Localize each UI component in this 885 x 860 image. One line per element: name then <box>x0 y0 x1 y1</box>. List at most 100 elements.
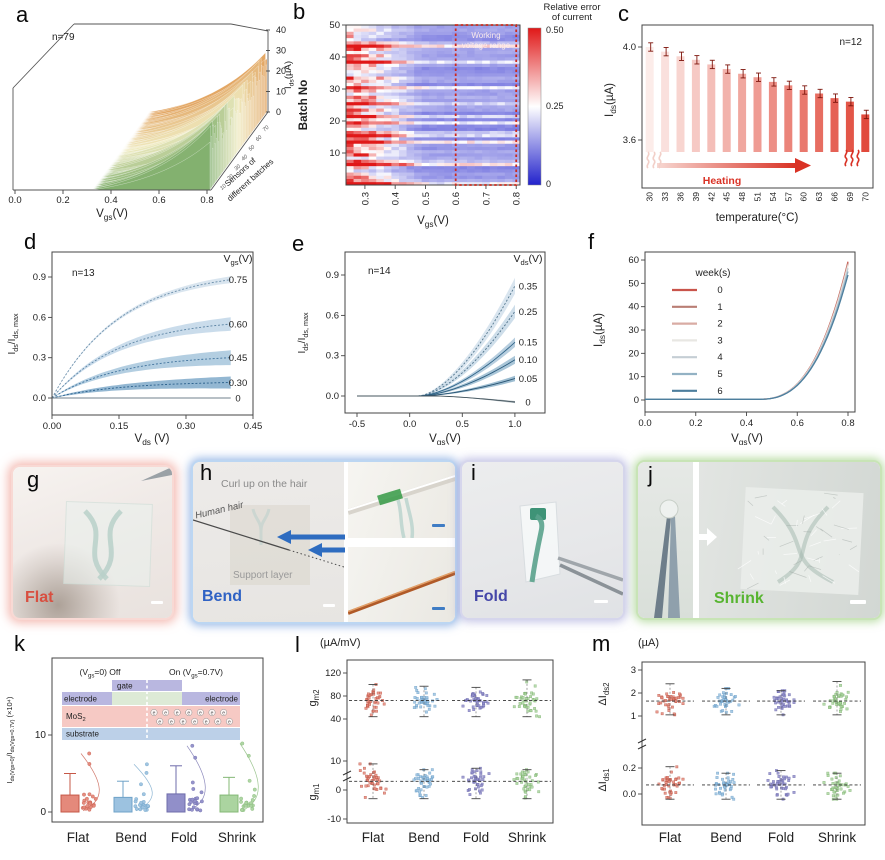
svg-text:of current: of current <box>552 12 592 23</box>
tweezers-icon <box>559 563 623 596</box>
panel-label-k: k <box>14 631 25 656</box>
human-hair-line-dotted <box>288 549 344 568</box>
svg-text:0.6: 0.6 <box>791 418 804 429</box>
svg-text:3: 3 <box>717 335 722 346</box>
svg-text:10: 10 <box>276 87 286 97</box>
series <box>645 261 849 400</box>
svg-text:electrode: electrode <box>64 695 97 704</box>
svg-text:20: 20 <box>329 116 340 127</box>
arrow-right-icon <box>698 534 707 540</box>
svg-text:e: e <box>158 720 161 726</box>
svg-text:0: 0 <box>717 285 722 296</box>
shrink-photo-art <box>654 486 864 618</box>
svg-text:temperature(°C): temperature(°C) <box>716 212 799 224</box>
svg-text:0.0: 0.0 <box>403 419 416 430</box>
axes: 3.6 4.0 Ids(µA) 30 33 36 39 42 45 48 51 54 57 60 63 66 6… <box>604 24 874 224</box>
svg-text:e: e <box>182 720 185 726</box>
svg-text:0.30: 0.30 <box>177 421 196 432</box>
svg-text:60: 60 <box>628 255 639 266</box>
device-green-pad <box>530 508 546 520</box>
svg-text:Fold: Fold <box>768 830 794 845</box>
tweezers-icon <box>654 516 671 618</box>
bend-main-art <box>193 508 344 568</box>
photo-letter-g: g <box>27 467 40 492</box>
panel-a: 0.0 0.2 0.4 0.6 0.8 Vgs(V) 0 10 20 30 40 Ids(µA) 10 2… <box>0 0 295 230</box>
flat-device-photo-art <box>13 467 172 618</box>
svg-text:Vgs(V): Vgs(V) <box>96 208 128 222</box>
axes: (µA/mV) 40 80 120 10 0 -10 gm2 gm1 Flat Bend Fold Sh… <box>307 637 554 845</box>
scale-bar <box>850 600 866 604</box>
support-layer-label: Support layer <box>233 570 293 581</box>
chart-a-3d-waterfall: 0.0 0.2 0.4 0.6 0.8Vgs(V)010203040Ids(µA)102… <box>8 23 295 222</box>
svg-text:0.8: 0.8 <box>841 418 854 429</box>
fiber-highlight <box>348 475 455 511</box>
svg-text:30: 30 <box>276 46 286 56</box>
svg-text:0.8: 0.8 <box>512 192 523 205</box>
panel-l: (µA/mV) 40 80 120 10 0 -10 gm2 gm1 Flat Bend Fold Sh… <box>290 630 590 860</box>
svg-text:42: 42 <box>706 192 716 202</box>
svg-text:Bend: Bend <box>408 830 440 845</box>
svg-text:4.0: 4.0 <box>623 42 636 53</box>
scale-bar <box>323 604 335 607</box>
svg-text:40: 40 <box>276 25 286 35</box>
device-green-strip <box>529 513 545 583</box>
svg-text:Ids/Ids, max: Ids/Ids, max <box>297 312 310 354</box>
panel-label-d: d <box>24 229 37 254</box>
svg-text:0.9: 0.9 <box>33 272 46 283</box>
svg-text:0.7: 0.7 <box>481 192 492 205</box>
svg-text:0.50: 0.50 <box>546 25 564 35</box>
svg-text:e: e <box>187 711 190 717</box>
jitter-clouds <box>646 681 861 801</box>
svg-text:0.4: 0.4 <box>391 192 402 205</box>
photo-flat: g Flat <box>13 467 172 618</box>
svg-text:0.3: 0.3 <box>360 192 371 205</box>
svg-text:(Vgs=0) Off: (Vgs=0) Off <box>79 667 121 679</box>
curled-device <box>377 488 403 506</box>
axes: 0.0 0.3 0.6 0.9 0.00 0.15 0.30 0.45 Vds (V) Ids/I… <box>7 251 262 445</box>
svg-text:0.0: 0.0 <box>326 391 339 402</box>
svg-text:1.0: 1.0 <box>508 419 521 430</box>
svg-text:0: 0 <box>634 395 639 406</box>
svg-text:40: 40 <box>628 302 639 313</box>
svg-text:0.15: 0.15 <box>110 421 129 432</box>
fiber-highlight <box>348 570 455 613</box>
svg-text:30: 30 <box>233 163 242 172</box>
svg-text:20: 20 <box>226 173 236 183</box>
bend-main-photo <box>193 462 344 622</box>
human-hair-line <box>193 519 290 551</box>
svg-text:ΔIds1: ΔIds1 <box>597 768 611 791</box>
svg-text:0.0: 0.0 <box>623 789 636 800</box>
svg-text:40: 40 <box>330 714 341 725</box>
svg-text:0.4: 0.4 <box>740 418 753 429</box>
svg-text:Vgs(V): Vgs(V) <box>429 433 461 445</box>
svg-text:Shrink: Shrink <box>508 830 547 845</box>
svg-text:-10: -10 <box>327 814 341 825</box>
device-trace <box>396 499 406 538</box>
svg-text:Flat: Flat <box>67 830 90 845</box>
tweezers-icon <box>668 516 680 618</box>
svg-text:0.60: 0.60 <box>229 320 248 331</box>
scale-bar-blue <box>432 524 445 527</box>
svg-text:0.0: 0.0 <box>638 418 651 429</box>
svg-text:0.6: 0.6 <box>152 195 165 206</box>
svg-text:66: 66 <box>830 192 840 202</box>
tweezers-icon <box>557 556 623 582</box>
chart-l-transconductance: (µA/mV) 40 80 120 10 0 -10 gm2 gm1 Flat Bend Fold Sh… <box>307 637 554 845</box>
svg-text:60: 60 <box>799 192 809 202</box>
chart-m-delta-current: (µA) 1 2 3 0.0 0.2 ΔIds2 ΔIds1 Flat Bend Fold Shrin… <box>597 637 866 845</box>
working-voltage-range-box <box>454 24 518 186</box>
svg-text:Fold: Fold <box>171 830 197 845</box>
device-trace <box>404 497 415 538</box>
svg-text:0.25: 0.25 <box>519 307 538 318</box>
svg-text:e: e <box>170 720 173 726</box>
photo-letter-i: i <box>471 462 476 485</box>
svg-text:10: 10 <box>330 756 341 767</box>
svg-text:(µA): (µA) <box>638 637 659 649</box>
scale-bar <box>151 601 163 604</box>
svg-text:0.15: 0.15 <box>519 338 538 349</box>
support-layer-film <box>230 505 310 585</box>
svg-text:0.2: 0.2 <box>623 763 636 774</box>
svg-text:0.05: 0.05 <box>519 374 538 385</box>
svg-text:Vds (V): Vds (V) <box>135 433 170 445</box>
